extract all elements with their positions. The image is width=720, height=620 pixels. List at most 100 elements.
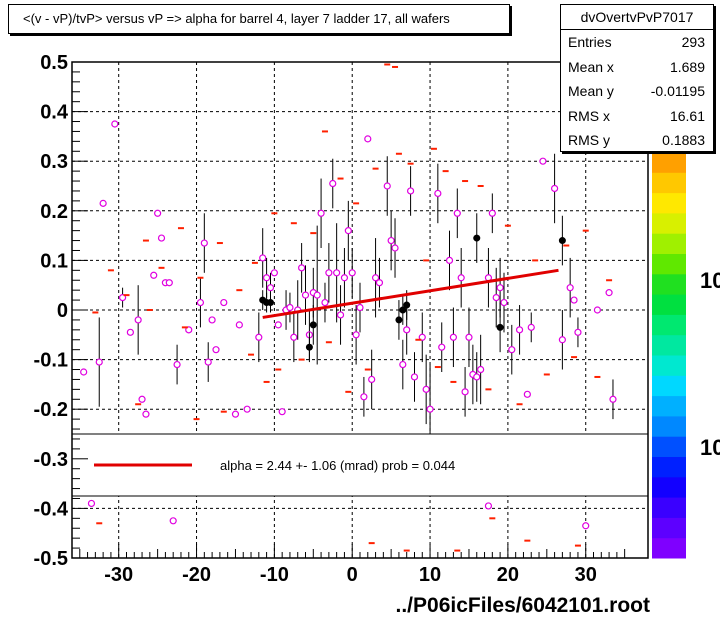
stats-value: -0.01195 bbox=[650, 83, 705, 99]
palette-swatch bbox=[652, 537, 686, 559]
palette-swatch bbox=[652, 517, 686, 539]
data-point bbox=[461, 388, 469, 396]
data-point bbox=[500, 298, 508, 307]
data-point bbox=[371, 274, 380, 282]
data-point bbox=[426, 405, 434, 413]
data-point bbox=[173, 360, 181, 369]
data-point bbox=[231, 410, 240, 418]
palette-swatch bbox=[652, 152, 686, 173]
stats-row-mean-y: Mean y -0.01195 bbox=[561, 79, 713, 104]
palette-swatch bbox=[652, 355, 686, 376]
stats-key: RMS y bbox=[568, 132, 610, 148]
x-tick-label: 0 bbox=[347, 564, 358, 586]
data-layer bbox=[80, 63, 617, 552]
data-point bbox=[165, 279, 173, 287]
data-point bbox=[150, 271, 158, 279]
stats-value: 16.61 bbox=[669, 107, 705, 124]
data-point bbox=[508, 346, 516, 354]
stats-row-rms-x: RMS x 16.61 bbox=[561, 104, 713, 129]
data-point bbox=[99, 199, 107, 207]
data-point bbox=[488, 209, 496, 217]
data-point bbox=[527, 323, 535, 331]
data-point-filled bbox=[305, 343, 313, 351]
data-point bbox=[243, 405, 251, 413]
palette-swatch bbox=[652, 415, 686, 437]
data-point bbox=[523, 390, 531, 398]
data-point bbox=[142, 410, 150, 418]
data-point-filled bbox=[266, 299, 274, 307]
stats-key: RMS x bbox=[568, 107, 610, 124]
data-point bbox=[375, 279, 384, 287]
data-point bbox=[496, 284, 504, 292]
stats-row-rms-y: RMS y 0.1883 bbox=[561, 128, 713, 153]
data-point bbox=[387, 236, 395, 245]
data-point bbox=[301, 291, 310, 299]
data-point bbox=[574, 328, 582, 336]
data-point bbox=[550, 184, 559, 193]
y-tick-label: -0.5 bbox=[34, 548, 68, 570]
palette-swatch bbox=[652, 395, 686, 417]
palette-swatch bbox=[652, 497, 686, 518]
data-point bbox=[473, 373, 481, 381]
y-tick-label: 0 bbox=[57, 300, 68, 322]
x-tick-label: 10 bbox=[419, 564, 441, 586]
plot-title: <(v - vP)/tvP> versus vP => alpha for ba… bbox=[8, 4, 510, 34]
x-tick-label: -30 bbox=[104, 564, 133, 586]
data-point bbox=[391, 244, 399, 252]
data-point bbox=[235, 321, 243, 329]
data-point bbox=[255, 333, 263, 341]
y-tick-label: -0.1 bbox=[34, 350, 68, 372]
stats-key: Entries bbox=[568, 34, 612, 50]
data-point bbox=[321, 298, 329, 307]
x-tick-label: -10 bbox=[260, 564, 289, 586]
data-point bbox=[344, 227, 352, 235]
data-point bbox=[399, 360, 407, 369]
data-point bbox=[336, 311, 345, 319]
data-point bbox=[138, 395, 146, 403]
data-point-filled bbox=[496, 323, 504, 331]
data-point bbox=[196, 298, 205, 307]
data-point bbox=[126, 328, 134, 336]
data-point bbox=[465, 333, 473, 341]
data-point bbox=[134, 316, 142, 324]
stats-value: 0.1883 bbox=[662, 132, 705, 148]
y-tick-label: 0.1 bbox=[40, 250, 68, 272]
data-point bbox=[383, 182, 391, 190]
data-point bbox=[313, 291, 321, 299]
data-point bbox=[87, 499, 96, 508]
data-point-filled bbox=[403, 301, 411, 309]
data-point bbox=[609, 395, 617, 403]
x-tick-label: 20 bbox=[497, 564, 519, 586]
data-point bbox=[333, 269, 341, 277]
x-tick-label: -20 bbox=[182, 564, 211, 586]
y-tick-label: -0.2 bbox=[34, 399, 68, 421]
stats-value: 293 bbox=[681, 34, 705, 50]
y-tick-label: -0.4 bbox=[34, 498, 69, 520]
stats-key: Mean x bbox=[568, 58, 614, 75]
palette-swatch bbox=[652, 334, 686, 356]
data-point bbox=[325, 269, 333, 277]
data-point bbox=[111, 120, 119, 128]
data-point bbox=[266, 284, 275, 292]
palette-swatch bbox=[652, 375, 686, 397]
data-point bbox=[492, 294, 500, 302]
data-point bbox=[558, 336, 566, 344]
data-point bbox=[290, 333, 298, 341]
data-point bbox=[212, 346, 220, 354]
data-point bbox=[360, 393, 368, 401]
data-point bbox=[438, 343, 446, 351]
palette-swatch bbox=[652, 273, 686, 295]
data-point bbox=[286, 303, 294, 312]
stats-row-mean-x: Mean x 1.689 bbox=[561, 55, 713, 80]
data-point bbox=[566, 284, 574, 292]
data-point bbox=[582, 522, 590, 530]
data-point bbox=[364, 135, 372, 143]
data-point-filled bbox=[309, 321, 317, 329]
palette-swatch bbox=[652, 476, 686, 498]
palette-swatch bbox=[652, 192, 686, 214]
palette-swatch bbox=[652, 314, 686, 336]
data-point bbox=[605, 289, 613, 297]
x-tick-label: 30 bbox=[575, 564, 597, 586]
legend-label: alpha = 2.44 +- 1.06 (mrad) prob = 0.044 bbox=[220, 458, 455, 473]
